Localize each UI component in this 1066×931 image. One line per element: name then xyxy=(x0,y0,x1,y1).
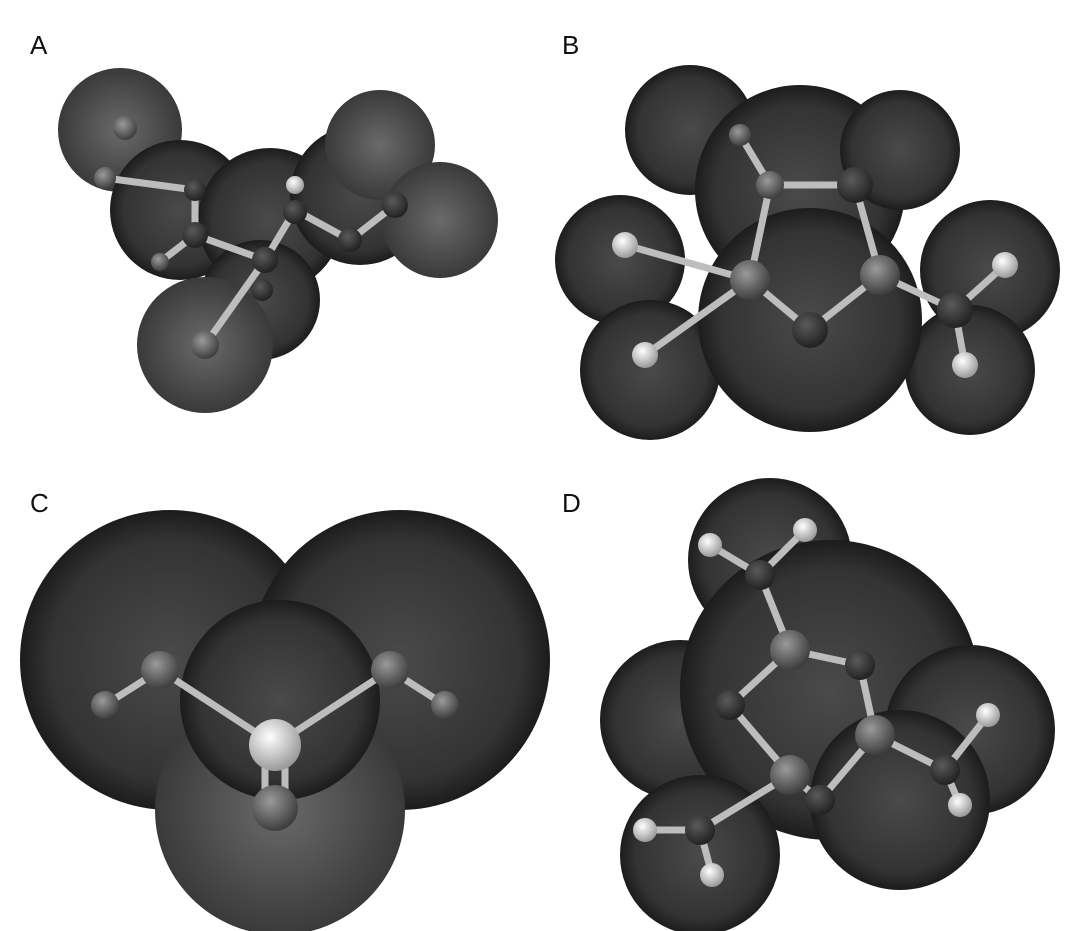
panel-c: C xyxy=(20,488,550,931)
sphere xyxy=(371,651,409,689)
panel-b: B xyxy=(555,30,1060,440)
sphere xyxy=(805,785,835,815)
molecule xyxy=(612,124,1018,378)
sphere xyxy=(633,818,657,842)
sphere xyxy=(180,600,380,800)
sphere xyxy=(141,651,179,689)
sphere xyxy=(113,116,137,140)
sphere xyxy=(770,630,810,670)
sphere xyxy=(382,192,408,218)
sphere xyxy=(685,815,715,845)
panel-label: D xyxy=(562,488,581,518)
bond xyxy=(641,276,754,359)
sphere xyxy=(792,312,828,348)
sphere xyxy=(252,785,298,831)
sphere xyxy=(612,232,638,258)
sphere xyxy=(992,252,1018,278)
sphere xyxy=(952,352,978,378)
panel-label: A xyxy=(30,30,48,60)
sphere xyxy=(620,775,780,931)
sphere xyxy=(249,719,301,771)
sphere xyxy=(151,253,169,271)
sphere xyxy=(700,863,724,887)
panel-label: B xyxy=(562,30,579,60)
sphere xyxy=(184,179,206,201)
sphere xyxy=(937,292,973,328)
sphere xyxy=(580,300,720,440)
sphere xyxy=(770,755,810,795)
sphere xyxy=(948,793,972,817)
sphere xyxy=(286,176,304,194)
sphere xyxy=(976,703,1000,727)
sphere xyxy=(283,200,307,224)
sphere xyxy=(756,171,784,199)
sphere xyxy=(182,222,208,248)
sphere xyxy=(715,690,745,720)
panel-d: D xyxy=(562,478,1055,931)
sphere xyxy=(251,279,273,301)
bond xyxy=(621,241,754,284)
panel-label: C xyxy=(30,488,49,518)
sphere xyxy=(730,260,770,300)
sphere xyxy=(91,691,119,719)
sphere xyxy=(382,162,498,278)
sphere xyxy=(252,247,278,273)
molecule xyxy=(94,116,408,359)
sphere xyxy=(930,755,960,785)
molecule xyxy=(633,518,1000,887)
sphere xyxy=(94,167,116,189)
panel-a: A xyxy=(30,30,498,413)
sphere xyxy=(860,255,900,295)
sphere xyxy=(431,691,459,719)
sphere xyxy=(745,560,775,590)
surface xyxy=(20,510,550,931)
sphere xyxy=(845,650,875,680)
bond xyxy=(101,174,199,194)
sphere xyxy=(837,167,873,203)
molecule xyxy=(91,651,459,831)
sphere xyxy=(632,342,658,368)
sphere xyxy=(698,533,722,557)
sphere xyxy=(855,715,895,755)
sphere xyxy=(555,195,685,325)
sphere xyxy=(793,518,817,542)
sphere xyxy=(191,331,219,359)
sphere xyxy=(729,124,751,146)
sphere xyxy=(338,228,362,252)
bond xyxy=(201,256,269,349)
